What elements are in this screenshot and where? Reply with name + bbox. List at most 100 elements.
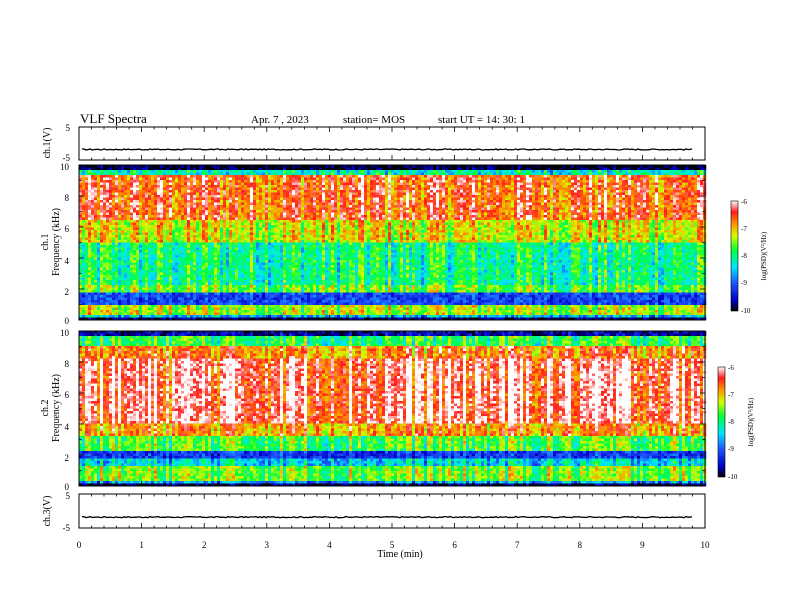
spectrogram-cell [175, 210, 179, 213]
spectrogram-cell [166, 180, 170, 183]
spectrogram-cell [145, 177, 149, 181]
spectrogram-cell [187, 212, 191, 216]
spectrogram-cell [154, 170, 158, 173]
spectrogram-cell [673, 187, 677, 191]
spectrogram-cell [415, 170, 419, 173]
spectrogram-cell [289, 182, 293, 186]
spectrogram-cell [469, 187, 473, 191]
spectrogram-cell [358, 220, 362, 223]
spectrogram-cell [448, 200, 452, 203]
spectrogram-cell [208, 185, 212, 188]
spectrogram-cell [694, 165, 698, 168]
spectrogram-cell [223, 205, 227, 208]
spectrogram-cell [673, 172, 677, 176]
spectrogram-cell [109, 197, 113, 201]
spectrogram-cell [526, 177, 530, 181]
spectrogram-cell [109, 210, 113, 213]
spectrogram-cell [529, 187, 533, 191]
spectrogram-cell [403, 200, 407, 203]
spectrogram-cell [571, 207, 575, 211]
spectrogram-cell [616, 187, 620, 191]
spectrogram-cell [409, 175, 413, 178]
spectrogram-cell [169, 167, 173, 171]
spectrogram-cell [265, 187, 269, 191]
spectrogram-cell [478, 217, 482, 221]
spectrogram-cell [472, 210, 476, 213]
spectrogram-cell [571, 185, 575, 188]
spectrogram-cell [322, 217, 326, 221]
spectrogram-cell [106, 195, 110, 198]
spectrogram-cell [145, 217, 149, 221]
spectrogram-cell [418, 207, 422, 211]
spectrogram-cell [538, 175, 542, 178]
spectrogram-cell [340, 172, 344, 176]
spectrogram-cell [208, 205, 212, 208]
spectrogram-cell [322, 172, 326, 176]
spectrogram-cell [400, 205, 404, 208]
spectrogram-cell [259, 175, 263, 178]
spectrogram-cell [562, 197, 566, 201]
spectrogram-cell [259, 197, 263, 201]
spectrogram-cell [499, 175, 503, 178]
spectrogram-cell [271, 207, 275, 211]
spectrogram-cell [280, 180, 284, 183]
spectrogram-cell [700, 220, 704, 223]
spectrogram-cell [154, 177, 158, 181]
spectrogram-cell [199, 187, 203, 191]
spectrogram-cell [565, 167, 569, 171]
spectrogram-cell [652, 190, 656, 193]
spectrogram-cell [430, 217, 434, 221]
spectrogram-cell [307, 220, 311, 223]
spectrogram-cell [562, 172, 566, 176]
spectrogram-cell [451, 220, 455, 223]
spectrogram-cell [172, 202, 176, 206]
spectrogram-cell [574, 202, 578, 206]
spectrogram-cell [424, 172, 428, 176]
spectrogram-cell [262, 202, 266, 206]
spectrogram-cell [133, 215, 137, 218]
spectrogram-cell [544, 187, 548, 191]
spectrogram-cell [541, 182, 545, 186]
spectrogram-cell [202, 205, 206, 208]
spectrogram-cell [172, 212, 176, 216]
spectrogram-cell [118, 197, 122, 201]
spectrogram-cell [499, 187, 503, 191]
spectrogram-cell [97, 220, 101, 223]
spectrogram-cell [256, 175, 260, 178]
spectrogram-cell [370, 192, 374, 196]
spectrogram-cell [586, 185, 590, 188]
spectrogram-cell [370, 212, 374, 216]
spectrogram-cell [337, 202, 341, 206]
spectrogram-cell [286, 170, 290, 173]
spectrogram-cell [145, 202, 149, 206]
spectrogram-cell [259, 167, 263, 171]
spectrogram-cell [304, 177, 308, 181]
spectrogram-cell [457, 220, 461, 223]
spectrogram-cell [667, 200, 671, 203]
spectrogram-cell [634, 182, 638, 186]
spectrogram-cell [346, 180, 350, 183]
spectrogram-cell [214, 205, 218, 208]
spectrogram-cell [289, 185, 293, 188]
spectrogram-cell [595, 207, 599, 211]
spectrogram-cell [580, 180, 584, 183]
spectrogram-cell [655, 200, 659, 203]
spectrogram-cell [478, 192, 482, 196]
spectrogram-cell [409, 215, 413, 218]
spectrogram-cell [598, 220, 602, 223]
spectrogram-cell [343, 192, 347, 196]
spectrogram-cell [520, 212, 524, 216]
spectrogram-cell [550, 185, 554, 188]
spectrogram-cell [256, 202, 260, 206]
spectrogram-cell [277, 202, 281, 206]
spectrogram-cell [139, 202, 143, 206]
spectrogram-cell [256, 165, 260, 168]
spectrogram-cell [490, 170, 494, 173]
spectrogram-cell [643, 167, 647, 171]
spectrogram-cell [94, 175, 98, 178]
spectrogram-cell [268, 167, 272, 171]
spectrogram-cell [346, 212, 350, 216]
spectrogram-cell [211, 177, 215, 181]
spectrogram-cell [643, 190, 647, 193]
spectrogram-cell [697, 200, 701, 203]
